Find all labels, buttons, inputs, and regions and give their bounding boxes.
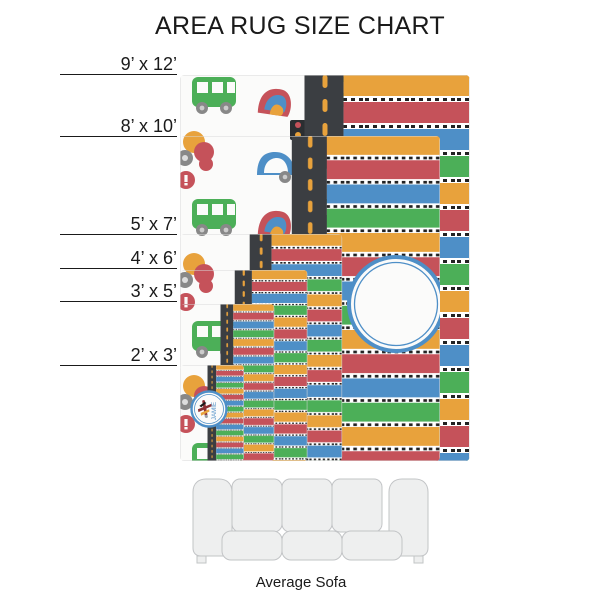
- svg-text:JAMIE: JAMIE: [211, 402, 218, 420]
- svg-text:Average Sofa: Average Sofa: [256, 574, 347, 591]
